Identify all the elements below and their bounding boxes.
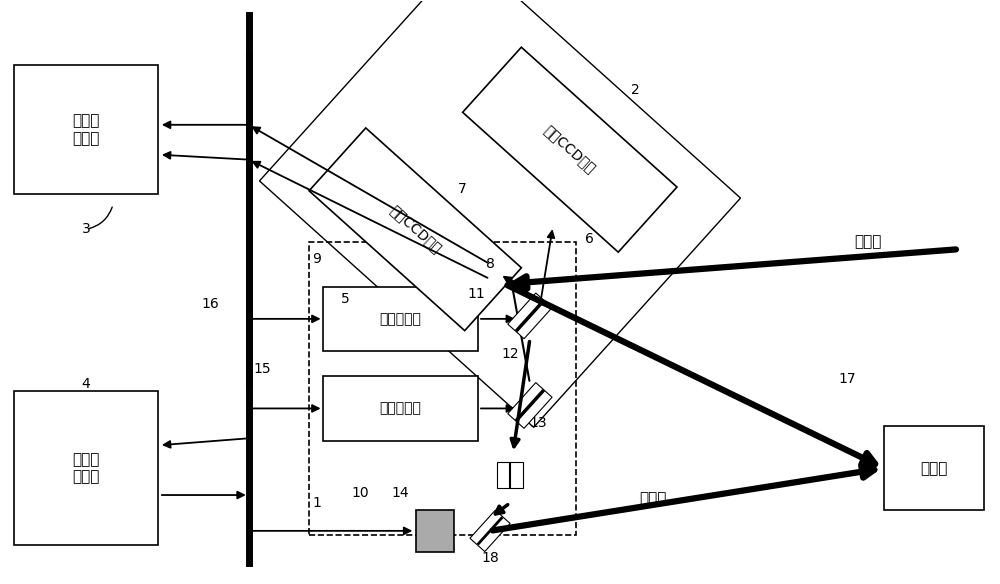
Text: 6: 6 <box>585 232 594 246</box>
Text: 10: 10 <box>352 486 369 500</box>
Text: 8: 8 <box>486 257 494 271</box>
Text: 第二激光器: 第二激光器 <box>379 401 421 415</box>
Text: 9: 9 <box>312 252 321 266</box>
Text: 图像处
理单元: 图像处 理单元 <box>72 113 100 146</box>
FancyBboxPatch shape <box>14 65 158 194</box>
Text: 15: 15 <box>254 361 271 376</box>
Text: 11: 11 <box>467 287 485 301</box>
Polygon shape <box>463 47 677 252</box>
Text: 第一激光器: 第一激光器 <box>379 312 421 326</box>
Text: 第一CCD相机: 第一CCD相机 <box>387 203 444 256</box>
Polygon shape <box>508 293 552 339</box>
Polygon shape <box>309 128 521 331</box>
Text: 13: 13 <box>529 416 547 430</box>
Text: 7: 7 <box>458 182 466 196</box>
Text: 环境光: 环境光 <box>854 234 881 249</box>
Text: 中央控
制单元: 中央控 制单元 <box>72 452 100 484</box>
Text: 障碍物: 障碍物 <box>920 461 947 475</box>
Text: 18: 18 <box>481 551 499 565</box>
Text: 16: 16 <box>202 297 220 311</box>
Text: 17: 17 <box>838 371 856 385</box>
Text: 结构光: 结构光 <box>640 491 667 506</box>
Text: 5: 5 <box>341 292 350 306</box>
Text: 4: 4 <box>82 377 91 391</box>
Polygon shape <box>508 383 552 428</box>
FancyBboxPatch shape <box>323 376 478 441</box>
Polygon shape <box>259 0 741 427</box>
Text: 第二CCD相机: 第二CCD相机 <box>541 123 598 176</box>
FancyBboxPatch shape <box>323 287 478 351</box>
Text: 3: 3 <box>82 223 91 237</box>
FancyBboxPatch shape <box>884 426 984 510</box>
FancyBboxPatch shape <box>14 391 158 545</box>
Text: 12: 12 <box>501 347 519 361</box>
Polygon shape <box>470 510 510 551</box>
Text: 2: 2 <box>631 83 640 97</box>
Text: 1: 1 <box>312 496 321 510</box>
Text: 14: 14 <box>391 486 409 500</box>
Polygon shape <box>497 462 523 488</box>
FancyBboxPatch shape <box>416 510 454 552</box>
